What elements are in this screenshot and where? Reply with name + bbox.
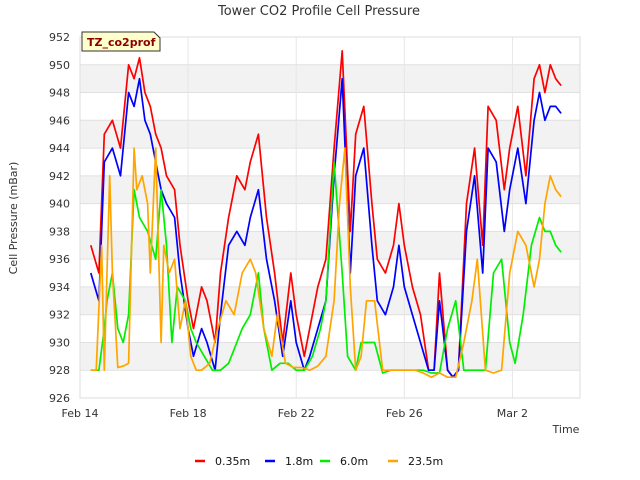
y-tick-label: 940 xyxy=(49,198,70,211)
series-line-6.0m xyxy=(90,161,562,374)
legend-label: 6.0m xyxy=(340,455,368,468)
y-axis: 926 928 930 932 934 936 938 940 942 944 946 948 950 9… xyxy=(49,31,70,405)
x-tick-label: Feb 22 xyxy=(278,407,315,420)
y-tick-label: 926 xyxy=(49,392,70,405)
y-tick-label: 946 xyxy=(49,114,70,127)
y-tick-label: 934 xyxy=(49,281,70,294)
series-layer xyxy=(89,50,562,379)
series-line-23.5m xyxy=(90,147,562,379)
y-tick-label: 938 xyxy=(49,225,70,238)
x-axis-title: Time xyxy=(552,423,580,436)
y-tick-label: 930 xyxy=(49,336,70,349)
chart-title: Tower CO2 Profile Cell Pressure xyxy=(217,4,420,19)
site-tag-label: TZ_co2prof xyxy=(87,36,156,49)
x-axis: Feb 14 Feb 18 Feb 22 Feb 26 Mar 2 xyxy=(62,407,529,420)
site-tag: TZ_co2prof xyxy=(81,31,161,52)
y-tick-label: 950 xyxy=(49,59,70,72)
series-line-0.35m xyxy=(89,50,562,379)
legend: 0.35m 1.8m 6.0m 23.5m xyxy=(195,455,443,468)
legend-label: 0.35m xyxy=(215,455,250,468)
x-tick-label: Feb 14 xyxy=(62,407,99,420)
x-tick-label: Feb 18 xyxy=(170,407,207,420)
y-tick-label: 932 xyxy=(49,309,70,322)
y-tick-label: 928 xyxy=(49,364,70,377)
legend-label: 23.5m xyxy=(408,455,443,468)
grid-band xyxy=(80,64,580,93)
plot-frame xyxy=(79,36,581,399)
y-tick-label: 948 xyxy=(49,87,70,100)
y-tick-label: 942 xyxy=(49,170,70,183)
y-tick-label: 936 xyxy=(49,253,70,266)
legend-label: 1.8m xyxy=(285,455,313,468)
x-tick-label: Mar 2 xyxy=(497,407,528,420)
x-tick-label: Feb 26 xyxy=(386,407,423,420)
y-axis-title: Cell Pressure (mBar) xyxy=(7,162,20,275)
y-tick-label: 944 xyxy=(49,142,70,155)
y-tick-label: 952 xyxy=(49,31,70,44)
grid-band xyxy=(80,342,580,371)
site-tag-box xyxy=(81,31,161,52)
